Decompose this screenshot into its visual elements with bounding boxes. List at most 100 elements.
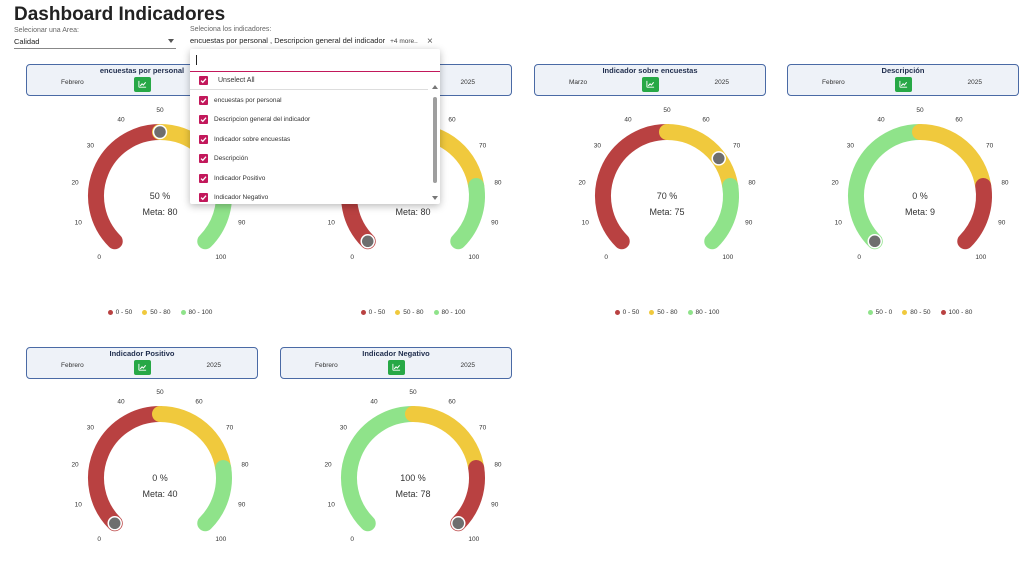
gauge-tick-label: 40 <box>117 116 125 123</box>
gauge-tick-label: 60 <box>955 116 963 123</box>
checkbox-checked-icon[interactable] <box>199 193 208 202</box>
area-select-value[interactable]: Calidad <box>14 37 40 46</box>
legend-item[interactable]: 50 - 0 <box>867 309 892 316</box>
gauge-meta-text: Meta: 75 <box>649 207 684 217</box>
gauge-legend: 50 - 0 80 - 50 100 - 80 <box>820 309 1020 316</box>
gauge-band <box>848 124 928 250</box>
legend-dot-icon <box>395 310 401 315</box>
gauge-band <box>912 124 992 194</box>
text-cursor <box>196 55 197 65</box>
gauge-band <box>405 406 485 476</box>
dropdown-scrollbar[interactable] <box>432 85 438 200</box>
legend-dot-icon <box>360 310 366 315</box>
trending-up-icon <box>392 363 401 371</box>
gauge-tick-label: 10 <box>75 220 83 227</box>
gauge-value-text: 0 % <box>912 191 928 201</box>
gauge-meta-text: Meta: 80 <box>142 207 177 217</box>
checkbox-checked-icon[interactable] <box>199 173 208 183</box>
chart-trend-button[interactable] <box>388 360 405 375</box>
card-month: Febrero <box>315 362 338 369</box>
indicator-select-value[interactable]: encuestas por personal , Descripcion gen… <box>190 36 418 45</box>
gauge-tick-label: 20 <box>71 462 79 469</box>
legend-item[interactable]: 0 - 50 <box>107 309 132 316</box>
gauge-value-text: 70 % <box>657 191 678 201</box>
gauge-tick-label: 20 <box>324 462 332 469</box>
gauge-meta-text: Meta: 78 <box>395 489 430 499</box>
gauge-tick-label: 100 <box>215 536 226 543</box>
gauge-tick-label: 30 <box>87 142 95 149</box>
gauge-needle-knob <box>451 516 466 531</box>
gauge-band <box>704 177 739 250</box>
dropdown-option[interactable]: Descripción <box>199 152 248 166</box>
unselect-all-option[interactable]: Unselect All <box>199 73 255 87</box>
checkbox-checked-icon[interactable] <box>199 154 208 163</box>
card-year: 2025 <box>460 79 475 86</box>
gauge-tick-label: 30 <box>87 424 95 431</box>
card-title: Indicador Positivo <box>109 349 175 358</box>
chart-trend-button[interactable] <box>895 77 912 92</box>
legend-item[interactable]: 80 - 100 <box>180 309 213 316</box>
indicator-card: Indicador sobre encuestas Marzo 2025 <box>534 64 766 96</box>
dropdown-option[interactable]: Descripcion general del indicador <box>199 113 310 127</box>
chart-trend-button[interactable] <box>134 77 151 92</box>
checkbox-checked-icon[interactable] <box>199 115 208 124</box>
scroll-down-icon[interactable] <box>432 196 438 200</box>
card-title: encuestas por personal <box>99 66 185 75</box>
gauge-tick-label: 90 <box>745 220 753 227</box>
legend-item[interactable]: 50 - 80 <box>649 309 678 316</box>
close-icon[interactable]: × <box>427 36 433 47</box>
legend-dot-icon <box>614 310 620 315</box>
dropdown-option[interactable]: Indicador Positivo <box>199 171 265 185</box>
dropdown-option-label: Descripcion general del indicador <box>214 116 311 123</box>
legend-label: 50 - 80 <box>657 309 678 316</box>
gauge-tick-label: 70 <box>479 424 487 431</box>
legend-dot-icon <box>433 310 439 315</box>
checkbox-checked-icon[interactable] <box>199 75 208 85</box>
indicator-select-text: encuestas por personal , Descripcion gen… <box>190 36 386 45</box>
legend-label: 80 - 100 <box>188 309 213 316</box>
gauge-band <box>595 124 675 250</box>
card-year: 2025 <box>206 362 221 369</box>
gauge-band <box>152 406 232 476</box>
gauge-meta-text: Meta: 80 <box>395 207 430 217</box>
scrollbar-thumb[interactable] <box>433 97 437 183</box>
legend-item[interactable]: 0 - 50 <box>614 309 639 316</box>
checkbox-checked-icon[interactable] <box>199 95 208 105</box>
indicator-select-label: Seleciona los indicadores: <box>190 26 272 33</box>
gauge-tick-label: 80 <box>1001 180 1009 187</box>
legend-item[interactable]: 80 - 100 <box>433 309 465 316</box>
chart-trend-button[interactable] <box>642 77 659 92</box>
dropdown-option[interactable]: encuestas por personal <box>199 93 282 107</box>
gauge-band <box>450 459 485 532</box>
gauge-tick-label: 100 <box>468 536 479 543</box>
gauge-tick-label: 70 <box>733 142 741 149</box>
gauge-tick-label: 80 <box>494 180 502 187</box>
legend-item[interactable]: 0 - 50 <box>360 309 386 316</box>
legend-item[interactable]: 80 - 50 <box>902 309 931 316</box>
gauge-tick-label: 30 <box>594 142 602 149</box>
legend-item[interactable]: 80 - 100 <box>687 309 719 316</box>
legend-dot-icon <box>687 310 693 315</box>
scroll-up-icon[interactable] <box>432 85 438 89</box>
legend-item[interactable]: 50 - 80 <box>395 309 424 316</box>
legend-label: 80 - 50 <box>910 309 931 316</box>
gauge-tick-label: 70 <box>986 142 994 149</box>
dropdown-option[interactable]: Indicador sobre encuestas <box>199 132 290 146</box>
legend-label: 0 - 50 <box>368 309 386 316</box>
gauge-tick-label: 70 <box>226 424 234 431</box>
legend-item[interactable]: 100 - 80 <box>940 309 972 316</box>
checkbox-checked-icon[interactable] <box>199 134 208 144</box>
gauge-tick-label: 90 <box>238 502 246 509</box>
legend-dot-icon <box>940 310 946 315</box>
chart-trend-button[interactable] <box>134 360 151 375</box>
gauge-tick-label: 30 <box>340 424 348 431</box>
dropdown-search-input[interactable] <box>190 49 440 72</box>
gauge-value-text: 0 % <box>152 473 168 483</box>
gauge-tick-label: 0 <box>604 254 608 261</box>
legend-item[interactable]: 50 - 80 <box>142 309 171 316</box>
dropdown-option[interactable]: Indicador Negativo <box>199 191 268 205</box>
chevron-down-icon[interactable] <box>168 39 174 43</box>
gauge-tick-label: 10 <box>582 220 590 227</box>
gauge-tick-label: 50 <box>409 389 417 396</box>
card-year: 2025 <box>967 79 982 86</box>
